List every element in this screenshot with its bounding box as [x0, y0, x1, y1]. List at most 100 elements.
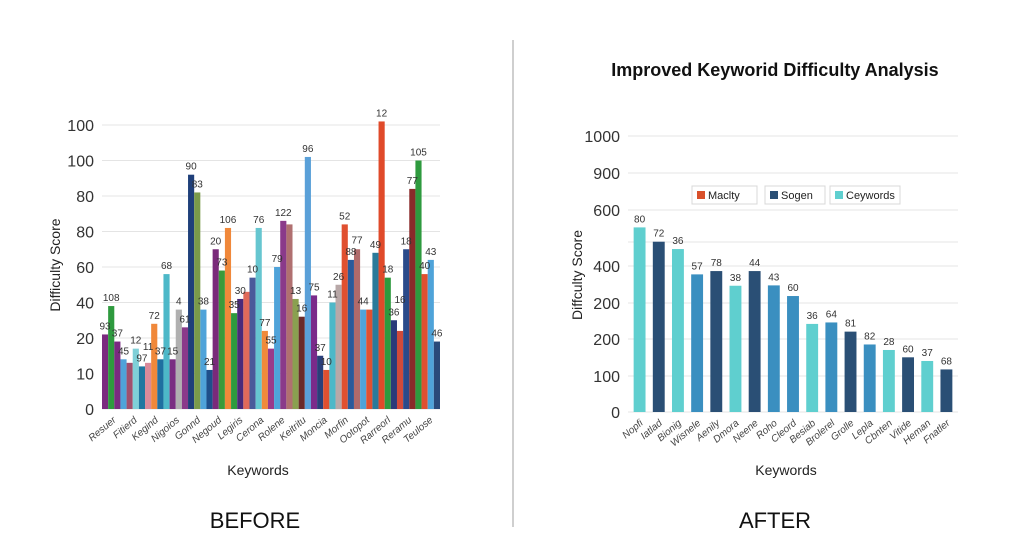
- bar: [329, 302, 336, 409]
- chart-title: Improved Keyworid Difficulty Analysis: [611, 60, 938, 80]
- after-bar-labels: 80 72 36 57 78 38 44 43 60 36 64 81 82 28 60 37 68: [634, 214, 952, 367]
- legend-item: Ceywords: [829, 185, 901, 205]
- bar: [243, 291, 250, 409]
- bar-value-label: 35: [229, 300, 241, 311]
- bar: [671, 249, 684, 412]
- bar-value-label: 18: [382, 265, 394, 276]
- bar-value-label: 43: [768, 272, 780, 283]
- y-tick-label: 60: [76, 260, 94, 277]
- bar-value-label: 44: [749, 258, 761, 269]
- y-axis-title: Difficulty Score: [47, 218, 63, 311]
- bar-value-label: 90: [186, 162, 198, 173]
- bar: [224, 227, 232, 409]
- bar: [427, 259, 434, 409]
- legend-item-box: [764, 185, 826, 205]
- bar: [633, 227, 646, 412]
- y-tick-label: 900: [593, 166, 620, 183]
- legend-item: Sogen: [764, 185, 826, 205]
- bar: [231, 313, 238, 409]
- y-tick-label: 100: [593, 369, 620, 386]
- bar-value-label: 28: [883, 337, 895, 348]
- bar-value-label: 57: [692, 261, 704, 272]
- bar: [120, 359, 127, 409]
- bar: [132, 348, 139, 409]
- legend-item-box: [691, 185, 758, 205]
- bar-value-label: 12: [376, 108, 388, 119]
- bar: [298, 316, 305, 409]
- legend-item-box: [829, 185, 901, 205]
- legend-swatch: [697, 191, 705, 199]
- bar: [114, 341, 121, 409]
- y-tick-label: 10: [76, 367, 94, 384]
- bar-value-label: 18: [401, 236, 413, 247]
- bar: [126, 362, 133, 409]
- bar: [261, 330, 268, 409]
- bar: [108, 306, 115, 409]
- bar-value-label: 77: [351, 235, 363, 246]
- x-axis-title: Keywords: [227, 462, 288, 478]
- bar: [940, 369, 953, 412]
- bar: [347, 259, 354, 409]
- bar-value-label: 78: [711, 258, 723, 269]
- y-tick-label: 40: [76, 296, 94, 313]
- bar-value-label: 37: [922, 348, 934, 359]
- bar-value-label: 93: [100, 321, 112, 332]
- bar-value-label: 10: [247, 265, 259, 276]
- bar: [652, 241, 665, 412]
- bar-value-label: 60: [787, 283, 799, 294]
- bar: [403, 249, 410, 409]
- bar-value-label: 77: [407, 176, 419, 187]
- bar: [825, 322, 838, 412]
- bar: [902, 357, 915, 412]
- bar-value-label: 77: [259, 318, 271, 329]
- after-bars: NopfiIatladBionigWisneleAenilyDmoraNeene…: [621, 227, 953, 449]
- bar: [882, 349, 895, 412]
- bar: [181, 327, 189, 409]
- bar-value-label: 38: [730, 273, 742, 284]
- bar: [102, 334, 109, 409]
- y-tick-label: 20: [76, 331, 94, 348]
- before-bar-labels: 9310837451297117237681546190833821207310…: [100, 108, 443, 368]
- bar: [806, 323, 819, 412]
- bar-value-label: 72: [653, 229, 665, 240]
- x-axis-title: Keywords: [755, 462, 816, 478]
- y-tick-label: 0: [85, 402, 94, 419]
- before-chart: 0 10 20 40 60 80 80 100 100 ResuerFitierdKegindN…: [47, 108, 443, 533]
- bar: [249, 277, 256, 409]
- bar: [844, 331, 857, 412]
- bar: [286, 224, 293, 409]
- legend-label: Ceywords: [846, 190, 895, 202]
- legend: Maclty Sogen Ceywords: [691, 185, 901, 205]
- bar: [390, 320, 397, 409]
- bar: [360, 309, 367, 409]
- bar-value-label: 11: [143, 342, 154, 353]
- bar: [323, 369, 330, 409]
- y-axis-title: Diffculty Score: [569, 230, 585, 320]
- y-tick-label: 100: [67, 154, 94, 171]
- bar-value-label: 122: [275, 208, 292, 219]
- bar: [729, 285, 742, 412]
- bar-value-label: 15: [167, 346, 179, 357]
- y-tick-label: 400: [593, 259, 620, 276]
- bar-value-label: 106: [220, 215, 237, 226]
- y-tick-label: 80: [76, 189, 94, 206]
- bar: [188, 174, 195, 409]
- bar: [237, 298, 244, 409]
- bar: [145, 362, 152, 409]
- bar-value-label: 4: [176, 297, 182, 308]
- bar-value-label: 52: [339, 211, 351, 222]
- bar: [310, 295, 318, 409]
- bar: [748, 271, 761, 412]
- bar: [433, 341, 440, 409]
- bar-value-label: 79: [272, 254, 284, 265]
- bar-value-label: 10: [321, 357, 333, 368]
- bar-value-label: 37: [315, 343, 327, 354]
- legend-swatch: [835, 191, 843, 199]
- bar-value-label: 44: [358, 297, 370, 308]
- bar: [372, 252, 379, 409]
- bar: [767, 285, 780, 412]
- bar-value-label: 73: [216, 258, 228, 269]
- bar: [200, 309, 207, 409]
- bar-value-label: 60: [902, 344, 914, 355]
- bar-value-label: 43: [425, 247, 437, 258]
